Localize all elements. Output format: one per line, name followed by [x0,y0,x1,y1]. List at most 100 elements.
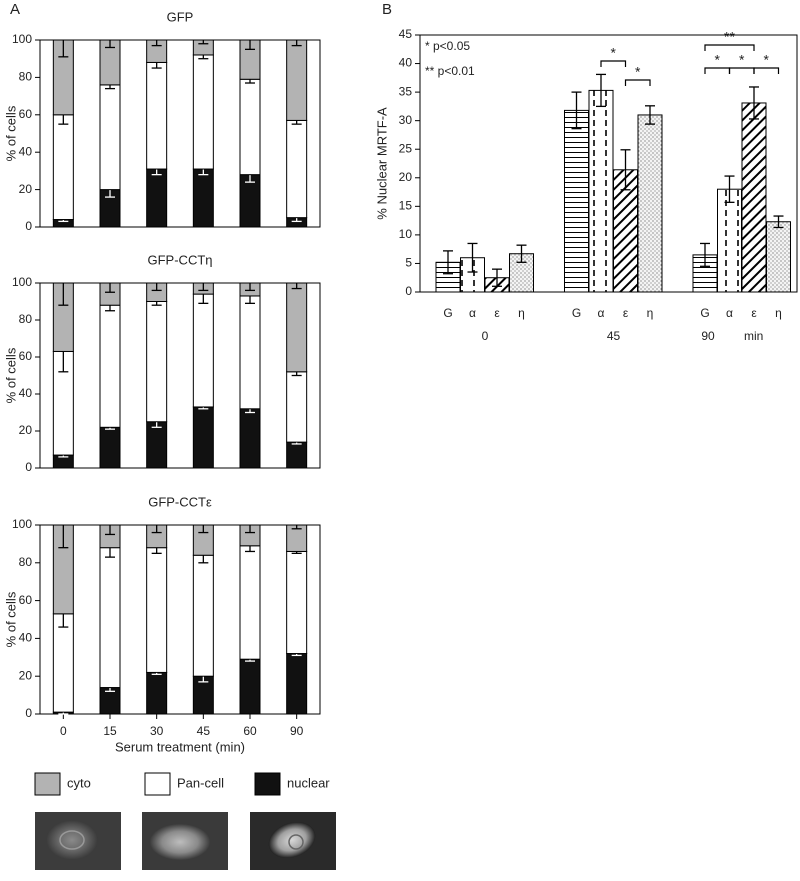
y-tick-label: 80 [19,555,33,569]
significance-bracket [704,44,755,51]
annotation: * p<0.05 [425,39,470,53]
y-tick-label: 45 [399,27,413,41]
y-tick-label: 40 [19,144,33,158]
plot-frame [39,39,321,228]
y-tick-label: 20 [19,668,33,682]
x-tick-label: 45 [197,724,211,738]
bar-segment [192,293,214,408]
bar-segment [239,545,261,660]
y-axis-title: % of cells [3,105,18,161]
bar-segment [99,84,121,191]
bar [588,89,614,293]
legend-label: Pan-cell [177,775,224,790]
x-unit: min [744,329,763,343]
bar-segment [286,119,308,219]
x-tick-label: η [518,306,525,320]
y-tick-label: 30 [399,113,413,127]
y-tick-label: 60 [19,593,33,607]
bar-segment [99,547,121,689]
y-tick-label: 15 [399,199,413,213]
bar-segment [192,54,214,170]
y-tick-label: 0 [25,706,32,720]
significance-label: * [635,64,641,80]
y-tick-label: 20 [19,423,33,437]
y-tick-label: 25 [399,141,413,155]
significance-label: * [764,52,770,68]
bar-segment [286,653,308,715]
y-tick-label: 100 [12,517,32,531]
x-tick-label: ε [751,306,757,320]
x-tick-label: η [647,306,654,320]
y-tick-label: 80 [19,70,33,84]
x-tick-label: G [572,306,581,320]
annotation: ** p<0.01 [425,64,475,78]
legend-label: cyto [67,775,91,790]
bar-segment [286,282,308,373]
bar-segment [192,554,214,677]
x-tick-label: G [700,306,709,320]
x-tick-label: ε [494,306,500,320]
y-axis-title: % Nuclear MRTF-A [374,107,389,220]
significance-label: * [611,45,617,61]
y-tick-label: 0 [405,284,412,298]
bar [717,188,742,293]
bar-segment [99,304,121,428]
bar-segment [192,406,214,469]
x-axis-title: Serum treatment (min) [115,739,245,754]
y-tick-label: 60 [19,349,33,363]
bar-segment [239,295,261,410]
y-tick-label: 0 [25,460,32,474]
x-tick-label: η [775,306,782,320]
plot-frame [39,524,321,715]
panel-label: A [10,1,20,18]
y-tick-label: 35 [399,84,413,98]
legend-swatch [144,772,171,796]
significance-bracket [753,67,780,74]
bar-segment [146,421,168,469]
bar-segment [239,78,261,176]
x-tick-label: α [598,306,605,320]
panel-label: B [382,1,392,18]
x-tick-label: 0 [60,724,67,738]
bar-segment [146,671,168,715]
plot-frame [39,282,321,469]
bar [741,102,767,293]
bar-segment [286,550,308,655]
x-group-label: 0 [482,329,489,343]
bar [637,114,663,293]
legend-label: nuclear [287,775,330,790]
chart-title: GFP [167,9,194,24]
bar-segment [286,441,308,469]
x-tick-label: 15 [103,724,117,738]
legend-swatch [34,772,61,796]
y-tick-label: 100 [12,275,32,289]
bar-segment [52,613,74,713]
y-tick-label: 10 [399,227,413,241]
micrographs [35,812,336,870]
bar [509,253,534,293]
y-axis-title: % of cells [3,591,18,647]
chart-title: GFP-CCTη [148,252,213,267]
legend-swatch [254,772,281,796]
bar [564,109,589,293]
y-tick-label: 20 [399,170,413,184]
x-group-label: 90 [701,329,715,343]
x-tick-label: G [443,306,452,320]
y-tick-label: 60 [19,107,33,121]
significance-bracket [728,67,755,74]
bar-segment [286,39,308,121]
bar-segment [239,408,261,469]
bar-segment [286,371,308,443]
x-tick-label: α [469,306,476,320]
chart-title: GFP-CCTε [148,494,212,509]
significance-bracket [704,67,731,74]
y-tick-label: 80 [19,312,33,326]
y-tick-label: 20 [19,182,33,196]
x-tick-label: 30 [150,724,164,738]
bar [766,221,791,293]
x-tick-label: 90 [290,724,304,738]
y-tick-label: 40 [399,56,413,70]
bar-segment [146,301,168,423]
x-tick-label: 60 [243,724,257,738]
